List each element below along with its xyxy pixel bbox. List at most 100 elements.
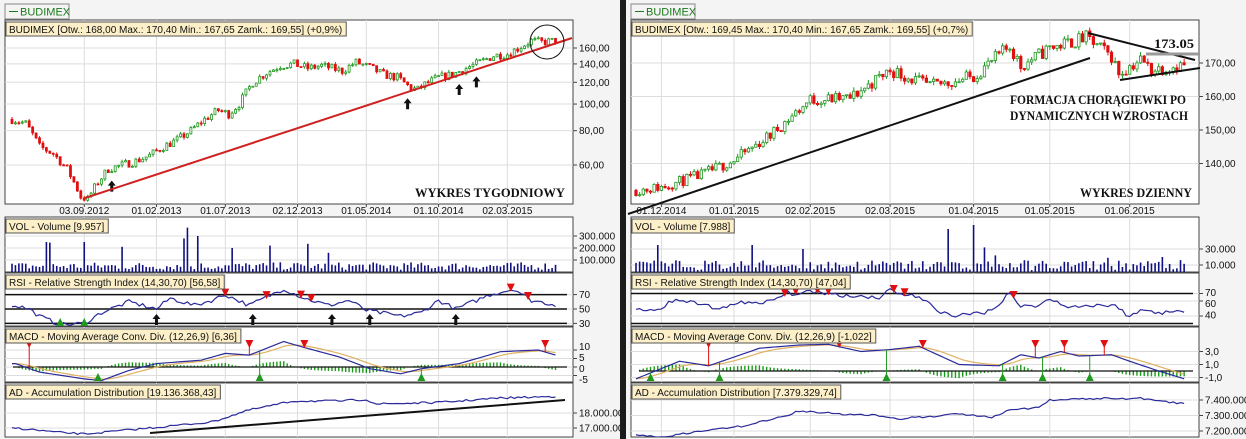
candle bbox=[721, 162, 725, 171]
candle bbox=[161, 150, 165, 152]
candle bbox=[1073, 46, 1077, 49]
candle bbox=[717, 162, 722, 165]
date-axis-label: 01.04.2015 bbox=[949, 206, 999, 217]
macd-line bbox=[635, 343, 1185, 380]
sell-signal-icon bbox=[1060, 340, 1069, 348]
support-trendline bbox=[84, 37, 573, 199]
rsi-label-box: RSI - Relative Strength Index (14,30,70)… bbox=[5, 274, 225, 290]
candle bbox=[714, 163, 718, 171]
buy-arrow-icon bbox=[365, 314, 374, 325]
uptrend-line bbox=[627, 57, 1091, 215]
volume-panel-content bbox=[635, 225, 1185, 272]
candle bbox=[272, 69, 275, 72]
buy-signal-icon bbox=[998, 373, 1007, 381]
weekly-chart[interactable]: BUDIMEX WYKRES TYGODNIOWY 160,00 140,00 12… bbox=[0, 0, 620, 439]
candle bbox=[997, 51, 1001, 54]
candle bbox=[884, 69, 889, 78]
price-label-box: BUDIMEX [Otw.: 169,45 Max.: 170,40 Min.:… bbox=[631, 21, 973, 37]
legend-button[interactable]: BUDIMEX bbox=[4, 3, 71, 20]
candle bbox=[1149, 62, 1154, 75]
candle bbox=[399, 73, 403, 79]
candle bbox=[641, 188, 645, 196]
candle bbox=[55, 153, 59, 158]
daily-chart[interactable]: BUDIMEX 173.05 FORMACJA CHORĄGIEWKI PO D… bbox=[626, 0, 1246, 439]
candle bbox=[423, 81, 427, 89]
candle bbox=[216, 108, 220, 112]
candle bbox=[333, 63, 337, 71]
candle bbox=[34, 132, 38, 139]
sell-signal-icon bbox=[262, 291, 271, 300]
candle bbox=[14, 122, 17, 125]
candle bbox=[278, 68, 282, 71]
candle bbox=[1124, 73, 1128, 76]
candle bbox=[505, 54, 509, 59]
candle bbox=[866, 83, 870, 89]
sell-signal-icon bbox=[918, 340, 927, 348]
legend-button[interactable]: BUDIMEX bbox=[630, 3, 697, 20]
candle bbox=[888, 69, 892, 73]
candle bbox=[402, 77, 406, 83]
resistance-level-label: 173.05 bbox=[1154, 36, 1195, 51]
candle bbox=[961, 78, 965, 83]
candle bbox=[275, 69, 279, 72]
candle bbox=[1146, 61, 1150, 64]
candle bbox=[285, 67, 289, 69]
candle bbox=[72, 176, 76, 183]
candle bbox=[165, 142, 169, 151]
candle bbox=[241, 94, 244, 109]
ad-axis-label: 17.000.000 bbox=[579, 424, 620, 435]
candle bbox=[433, 75, 437, 79]
volume-axis-label: 200.000 bbox=[579, 244, 616, 255]
rsi-axis-label: 70 bbox=[579, 290, 591, 301]
candle bbox=[96, 183, 100, 186]
sell-signal-icon bbox=[307, 294, 316, 303]
candle bbox=[17, 122, 21, 125]
pattern-note-line1: FORMACJA CHORĄGIEWKI PO bbox=[1010, 92, 1186, 107]
candle bbox=[812, 95, 816, 104]
candle bbox=[148, 153, 152, 158]
price-axis-label: 140,00 bbox=[1205, 159, 1236, 170]
candle bbox=[1117, 61, 1121, 76]
candle bbox=[299, 66, 303, 68]
macd-label: MACD - Moving Average Conv. Div. (12,26,… bbox=[635, 332, 872, 343]
ad-axis-label: 7.300.000 bbox=[1205, 411, 1246, 422]
candle bbox=[306, 63, 310, 70]
macd-label-background bbox=[5, 328, 242, 344]
buy-signal-icon bbox=[646, 373, 655, 381]
candle bbox=[667, 187, 671, 190]
candle bbox=[986, 60, 990, 67]
candle bbox=[870, 83, 874, 89]
volume-label-background bbox=[631, 218, 735, 234]
sell-signal-icon bbox=[300, 340, 309, 348]
ad-panel-content bbox=[635, 396, 1185, 437]
date-axis-label: 01.05.2015 bbox=[1025, 206, 1075, 217]
candle bbox=[471, 63, 475, 68]
candle bbox=[182, 133, 186, 138]
price-axis-label: 160,00 bbox=[1205, 92, 1236, 103]
rsi-label-background bbox=[631, 274, 851, 290]
candle bbox=[509, 54, 513, 57]
candle bbox=[375, 65, 379, 73]
candle bbox=[533, 38, 537, 40]
date-axis-label: 01.12.2014 bbox=[636, 206, 686, 217]
candle bbox=[82, 197, 86, 201]
candle bbox=[1120, 73, 1125, 76]
candle bbox=[993, 51, 997, 61]
weekly-chart-window: BUDIMEX WYKRES TYGODNIOWY 160,00 140,00 12… bbox=[0, 0, 620, 439]
candle bbox=[62, 164, 65, 167]
candle bbox=[688, 173, 693, 176]
candle bbox=[1008, 48, 1012, 51]
candle bbox=[1019, 56, 1023, 69]
price-axis-label: 60,00 bbox=[579, 161, 604, 172]
candle bbox=[124, 160, 127, 163]
ad-line bbox=[11, 395, 556, 436]
candle bbox=[474, 59, 478, 65]
candle bbox=[437, 75, 440, 78]
candle bbox=[848, 94, 852, 99]
candle bbox=[172, 139, 176, 147]
candle bbox=[1084, 30, 1088, 43]
candle bbox=[899, 68, 903, 79]
date-axis-label: 03.09.2012 bbox=[59, 206, 109, 217]
candle bbox=[327, 62, 330, 69]
date-axis-label: 02.12.2013 bbox=[272, 206, 322, 217]
